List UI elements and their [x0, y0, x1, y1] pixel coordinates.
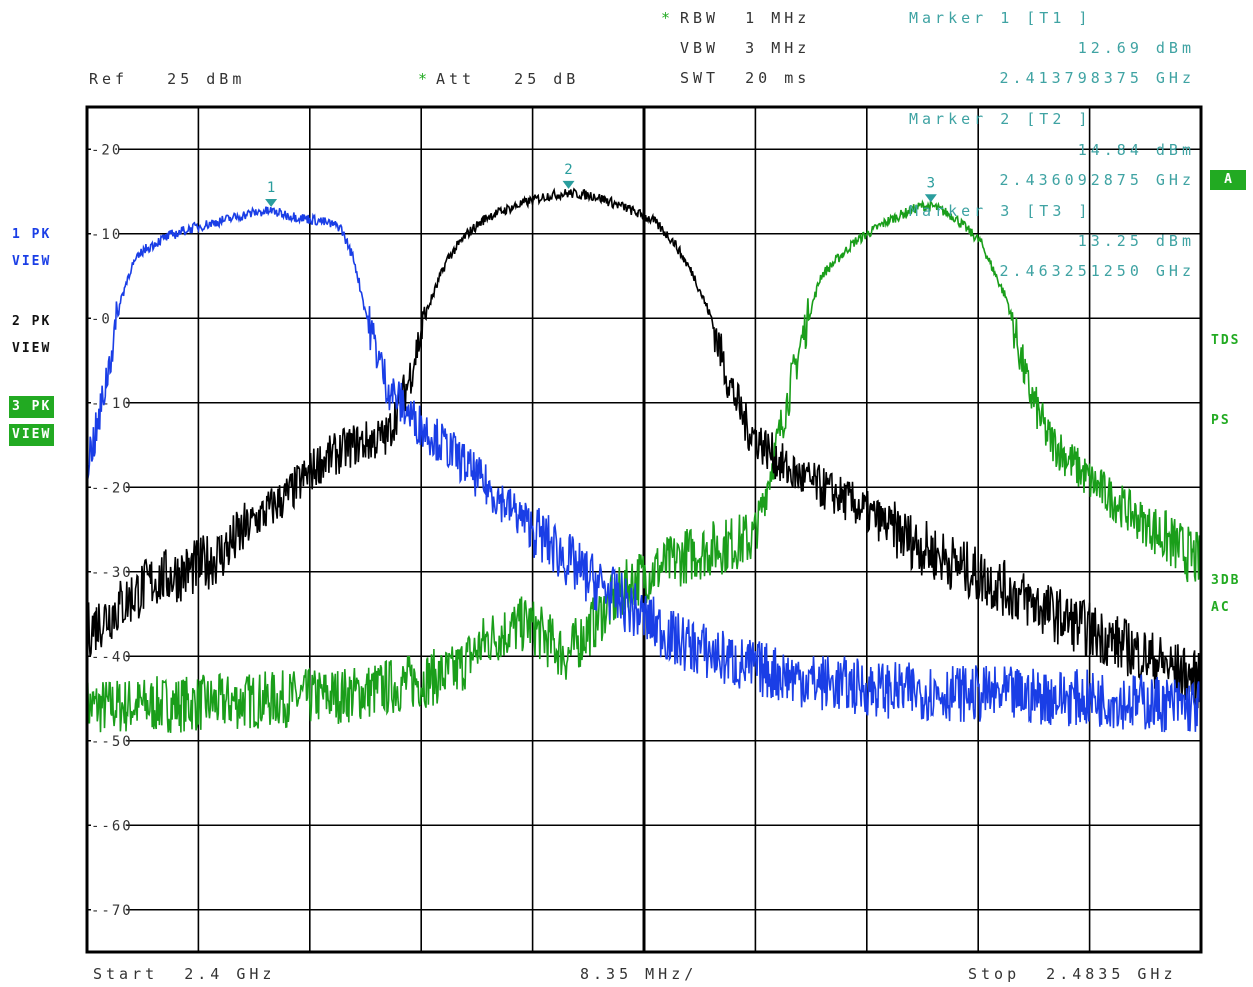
status-a-badge: A	[1210, 170, 1246, 190]
status-tds: TDS	[1211, 333, 1241, 348]
y-tick-bg	[91, 731, 127, 748]
swt-readout: SWT 20 ms	[680, 69, 811, 87]
ref-level-readout: Ref 25 dBm	[89, 70, 246, 88]
y-tick-bg	[91, 140, 119, 157]
marker-1-label: 1	[267, 180, 275, 196]
trace1-mode-label: 1 PK	[12, 227, 52, 242]
y-tick-bg	[91, 224, 119, 241]
stop-frequency: Stop 2.4835 GHz	[968, 965, 1177, 983]
marker-layer: 1 2 3	[265, 162, 937, 208]
trace-1-line	[86, 206, 1202, 733]
trace3-mode-label: 3 PK	[9, 396, 55, 418]
y-tick-labels: -20 -10 -0 --10 --20 --30 --40 --50 --60 --70	[91, 140, 133, 919]
y-tick-bg	[91, 900, 127, 917]
marker1-frequency: 2.413798375 GHz	[999, 69, 1195, 87]
y-tick-label: -20	[91, 142, 122, 158]
rbw-star: *	[661, 9, 675, 27]
trace3-view-label: VIEW	[9, 424, 55, 446]
start-frequency: Start 2.4 GHz	[93, 965, 276, 983]
trace-layer	[86, 187, 1202, 736]
marker2-frequency: 2.436092875 GHz	[999, 171, 1195, 189]
marker2-level: 14.84 dBm	[1077, 141, 1195, 159]
plot-frame	[85, 105, 1203, 954]
plot-grid	[87, 107, 1201, 952]
status-ac: AC	[1211, 600, 1231, 615]
y-tick-label: --50	[91, 734, 133, 750]
span-per-division: 8.35 MHz/	[580, 965, 698, 983]
trace2-view-label: VIEW	[12, 341, 52, 356]
y-tick-bg	[91, 562, 127, 579]
trace2-mode-label: 2 PK	[12, 314, 52, 329]
y-tick-label: --70	[91, 903, 133, 919]
y-tick-bg	[91, 309, 119, 326]
marker-1-triangle	[265, 199, 278, 208]
y-tick-label: -0	[91, 311, 112, 327]
marker1-level: 12.69 dBm	[1077, 39, 1195, 57]
y-tick-label: --40	[91, 649, 133, 665]
y-tick-label: --30	[91, 565, 133, 581]
y-tick-bg	[91, 647, 127, 664]
marker-2-label: 2	[564, 162, 572, 178]
att-star: *	[418, 70, 432, 88]
y-tick-label: --20	[91, 480, 133, 496]
att-readout: Att 25 dB	[436, 70, 580, 88]
y-tick-label: --10	[91, 396, 133, 412]
vbw-readout: VBW 3 MHz	[680, 39, 811, 57]
trace1-view-label: VIEW	[12, 254, 52, 269]
marker1-title: Marker 1 [T1 ]	[909, 9, 1092, 27]
y-tick-bg	[91, 478, 127, 495]
trace-2-line	[86, 187, 1202, 709]
y-tick-label: --60	[91, 818, 133, 834]
marker-3-triangle	[924, 194, 937, 203]
status-ps: PS	[1211, 413, 1231, 428]
trace-3-line	[86, 199, 1202, 736]
rbw-readout: RBW 1 MHz	[680, 9, 811, 27]
marker3-level: 13.25 dBm	[1077, 232, 1195, 250]
marker3-frequency: 2.463251250 GHz	[999, 262, 1195, 280]
status-3db: 3DB	[1211, 573, 1241, 588]
marker-3-label: 3	[927, 175, 935, 191]
marker3-title: Marker 3 [T3 ]	[909, 202, 1092, 220]
y-tick-bg	[91, 816, 127, 833]
marker2-title: Marker 2 [T2 ]	[909, 110, 1092, 128]
y-tick-label: -10	[91, 227, 122, 243]
marker-2-triangle	[562, 180, 575, 189]
